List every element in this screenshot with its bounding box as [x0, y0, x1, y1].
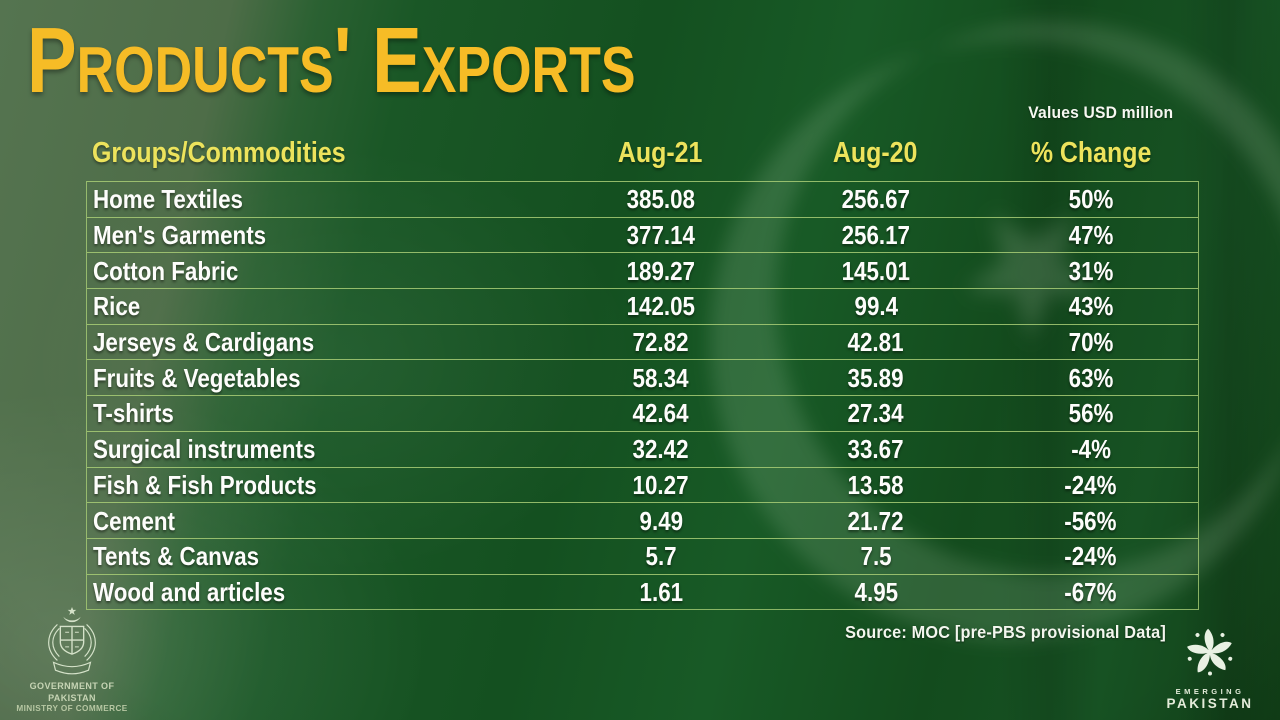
cell-change: 70% — [1068, 327, 1114, 358]
cell-aug21: 142.05 — [626, 291, 696, 322]
table-row: Wood and articles 1.61 4.95 -67% — [87, 573, 1198, 610]
emerging-line1: EMERGING — [1175, 687, 1245, 697]
pakistan-state-emblem-icon — [48, 607, 96, 675]
cell-aug20: 33.67 — [848, 434, 904, 465]
cell-aug20: 35.89 — [848, 362, 904, 393]
table-row: Surgical instruments 32.42 33.67 -4% — [87, 430, 1198, 467]
cell-change: 31% — [1068, 255, 1114, 286]
cell-aug21: 189.27 — [626, 255, 696, 286]
cell-aug20: 42.81 — [848, 327, 904, 358]
cell-change: 47% — [1068, 220, 1114, 251]
table-row: Home Textiles 385.08 256.67 50% — [87, 181, 1198, 217]
table-header-row: Groups/Commodities Aug-21 Aug-20 % Chang… — [86, 133, 1199, 173]
gov-line1: GOVERNMENT OF PAKISTAN — [29, 681, 115, 703]
cell-commodity: Jerseys & Cardigans — [93, 327, 315, 358]
cell-aug21: 5.7 — [645, 541, 677, 572]
cell-aug21: 72.82 — [633, 327, 689, 358]
emblem-wreath-right — [84, 624, 96, 662]
cell-commodity: Home Textiles — [93, 184, 243, 215]
cell-change: -4% — [1070, 434, 1111, 465]
header-aug-21: Aug-21 — [617, 136, 703, 169]
cell-commodity: Men's Garments — [93, 220, 267, 251]
cell-aug20: 13.58 — [848, 469, 904, 500]
cell-aug20: 256.67 — [841, 184, 911, 215]
cell-commodity: Fish & Fish Products — [93, 469, 317, 500]
header-aug-20: Aug-20 — [832, 136, 918, 169]
government-logo-block: GOVERNMENT OF PAKISTAN MINISTRY OF COMME… — [8, 606, 136, 714]
table-row: Fish & Fish Products 10.27 13.58 -24% — [87, 466, 1198, 503]
cell-aug21: 32.42 — [633, 434, 689, 465]
cell-commodity: Surgical instruments — [93, 434, 316, 465]
cell-aug20: 27.34 — [848, 398, 904, 429]
cell-aug20: 99.4 — [854, 291, 898, 322]
cell-aug20: 7.5 — [860, 541, 892, 572]
table-row: Rice 142.05 99.4 43% — [87, 288, 1198, 324]
cell-aug20: 21.72 — [848, 505, 904, 536]
cell-aug21: 58.34 — [633, 362, 689, 393]
cell-aug21: 377.14 — [626, 220, 696, 251]
cell-change: -56% — [1064, 505, 1117, 536]
cell-change: -67% — [1064, 576, 1117, 607]
emblem-wreath-left — [48, 624, 60, 662]
cell-change: -24% — [1064, 469, 1117, 500]
cell-aug21: 10.27 — [633, 469, 689, 500]
cell-change: -24% — [1064, 541, 1117, 572]
cell-aug21: 1.61 — [639, 576, 683, 607]
cell-change: 43% — [1068, 291, 1114, 322]
cell-aug21: 9.49 — [639, 505, 683, 536]
cell-change: 63% — [1068, 362, 1114, 393]
cell-commodity: Wood and articles — [93, 576, 286, 607]
emblem-crescent — [63, 616, 81, 623]
emerging-pakistan-logo-block: EMERGING PAKISTAN — [1154, 628, 1266, 712]
exports-table: Home Textiles 385.08 256.67 50% Men's Ga… — [86, 181, 1199, 611]
table-row: Men's Garments 377.14 256.17 47% — [87, 216, 1198, 253]
table-row: Jerseys & Cardigans 72.82 42.81 70% — [87, 323, 1198, 360]
cell-change: 50% — [1068, 184, 1114, 215]
table-row: Cotton Fabric 189.27 145.01 31% — [87, 252, 1198, 288]
cell-aug20: 256.17 — [841, 220, 911, 251]
emerging-pakistan-swirl-icon — [1187, 629, 1233, 676]
cell-aug21: 42.64 — [633, 398, 689, 429]
cell-commodity: T-shirts — [93, 398, 174, 429]
cell-aug20: 4.95 — [854, 576, 898, 607]
header-groups-commodities: Groups/Commodities — [92, 136, 346, 169]
table-row: Fruits & Vegetables 58.34 35.89 63% — [87, 359, 1198, 395]
table-row: Cement 9.49 21.72 -56% — [87, 502, 1198, 538]
cell-aug21: 385.08 — [626, 184, 696, 215]
cell-commodity: Rice — [93, 291, 141, 322]
cell-commodity: Fruits & Vegetables — [93, 362, 301, 393]
source-note: Source: MOC [pre-PBS provisional Data] — [845, 622, 1167, 642]
emerging-line2: PAKISTAN — [1166, 696, 1254, 712]
emblem-banner — [52, 661, 92, 675]
cell-commodity: Tents & Canvas — [93, 541, 260, 572]
page-title: Products' Exports — [27, 8, 636, 112]
cell-change: 56% — [1068, 398, 1114, 429]
cell-commodity: Cement — [93, 505, 176, 536]
table-row: Tents & Canvas 5.7 7.5 -24% — [87, 537, 1198, 574]
header-percent-change: % Change — [1030, 136, 1152, 169]
cell-aug20: 145.01 — [841, 255, 911, 286]
values-unit-note: Values USD million — [1028, 103, 1174, 122]
gov-line2: MINISTRY OF COMMERCE — [16, 703, 128, 713]
table-row: T-shirts 42.64 27.34 56% — [87, 395, 1198, 431]
emblem-star — [67, 607, 77, 616]
cell-commodity: Cotton Fabric — [93, 255, 239, 286]
